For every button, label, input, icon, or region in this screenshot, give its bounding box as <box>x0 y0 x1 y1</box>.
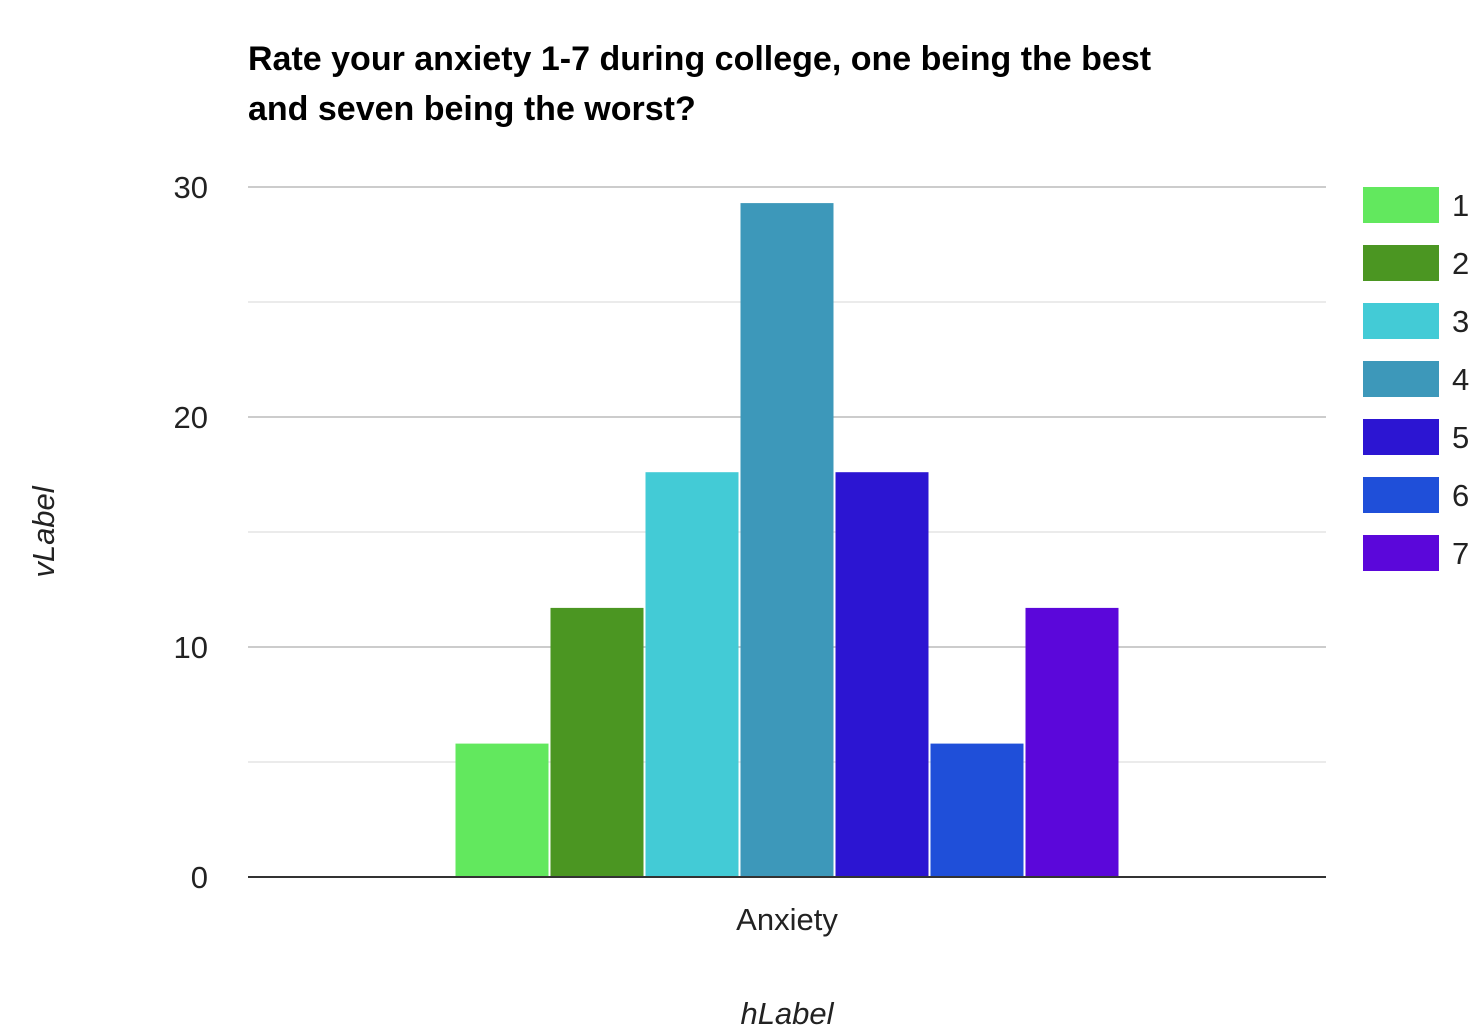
legend-label-2: 2 <box>1452 246 1469 281</box>
legend-swatch-7 <box>1363 535 1439 571</box>
legend-swatch-5 <box>1363 419 1439 455</box>
bar-series-4 <box>740 203 834 878</box>
y-tick-label: 10 <box>174 630 208 665</box>
chart-title-line-2: and seven being the worst? <box>248 90 696 128</box>
legend-label-1: 1 <box>1452 188 1469 223</box>
bar-series-3 <box>645 472 739 877</box>
legend-swatch-3 <box>1363 303 1439 339</box>
y-tick-label: 0 <box>191 860 208 895</box>
legend-label-3: 3 <box>1452 304 1469 339</box>
legend-swatch-6 <box>1363 477 1439 513</box>
chart-title: Rate your anxiety 1-7 during college, on… <box>248 34 1328 134</box>
legend-label-4: 4 <box>1452 362 1469 397</box>
y-axis-title: vLabel <box>26 485 61 577</box>
legend-label-7: 7 <box>1452 536 1469 571</box>
legend-label-5: 5 <box>1452 420 1469 455</box>
legend: 1 2 3 4 5 6 7 <box>1363 187 1469 571</box>
bar-series-1 <box>455 743 549 877</box>
bar-series-6 <box>930 743 1024 877</box>
legend-swatch-2 <box>1363 245 1439 281</box>
bar-series-7 <box>1025 607 1119 877</box>
y-tick-label: 30 <box>174 170 208 205</box>
legend-swatch-4 <box>1363 361 1439 397</box>
chart-title-line-1: Rate your anxiety 1-7 during college, on… <box>248 40 1152 78</box>
y-tick-label: 20 <box>174 400 208 435</box>
bars <box>455 203 1119 878</box>
x-category-label: Anxiety <box>736 902 838 937</box>
axes: 0 10 20 30 Anxiety hLabel vLabel <box>26 170 1326 1031</box>
bar-series-5 <box>835 472 929 877</box>
legend-swatch-1 <box>1363 187 1439 223</box>
legend-label-6: 6 <box>1452 478 1469 513</box>
bar-series-2 <box>550 607 644 877</box>
x-axis-title: hLabel <box>740 996 834 1031</box>
